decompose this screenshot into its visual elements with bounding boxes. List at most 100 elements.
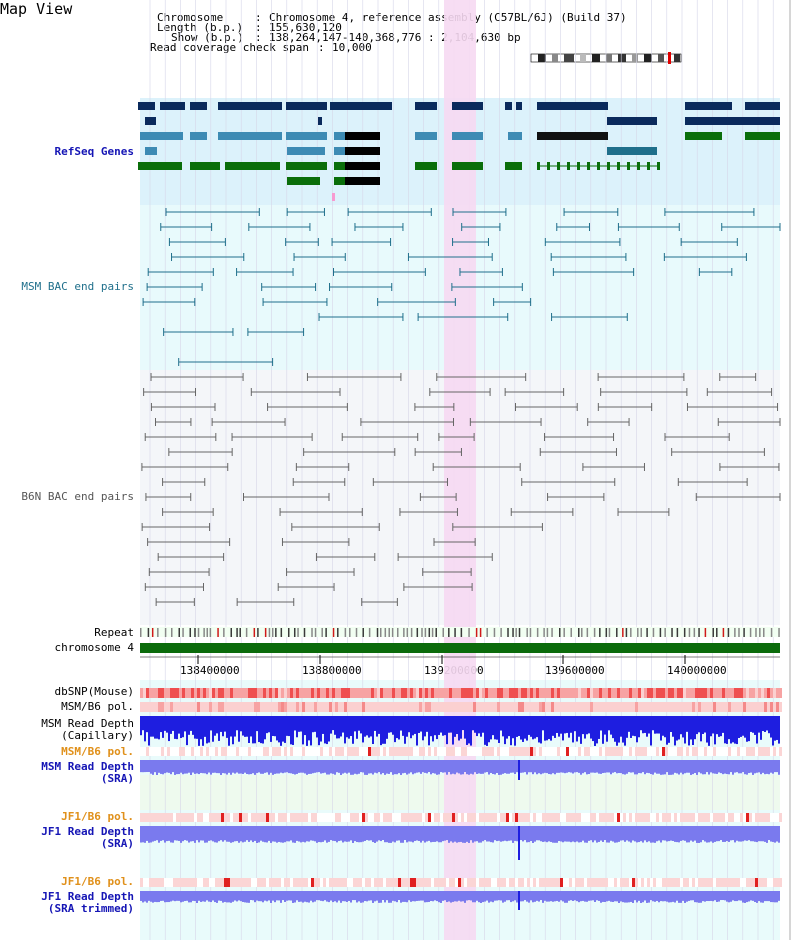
jf1-depth-bar	[524, 826, 526, 841]
msm-read-depth-cap-label-1[interactable]: MSM Read Depth	[41, 717, 134, 730]
jf1-b6-pol-label-1[interactable]: JF1/B6 pol.	[61, 810, 134, 823]
msm-b6-pol2-cell	[185, 747, 188, 756]
repeat-element	[581, 628, 583, 637]
msm-b6-pol-cell	[545, 702, 548, 712]
msm-capillary-depth-bar	[670, 716, 672, 733]
jf1-depth-bar	[180, 826, 182, 843]
msm-capillary-depth-bar	[572, 716, 574, 743]
dbsnp-cell	[617, 688, 620, 698]
msm-read-depth-sra-label-1[interactable]: MSM Read Depth	[41, 760, 134, 773]
gene-exon	[537, 162, 540, 170]
jf1-b6-pol2-cell	[248, 878, 251, 887]
msm-b6-pol2-cell	[371, 747, 374, 756]
jf1-b6-pol2-cell	[749, 878, 752, 887]
repeat-element	[325, 628, 327, 637]
jf1-b6-pol-cell	[179, 813, 182, 822]
dbsnp-cell	[560, 688, 563, 698]
msm-sra-depth-bar	[666, 760, 668, 773]
dbsnp-cell	[236, 688, 239, 698]
msm-sra-depth-bar	[422, 760, 424, 773]
refseq-genes-label[interactable]: RefSeq Genes	[54, 145, 134, 158]
jf1-depth-bar	[366, 826, 368, 841]
jf1-read-depth-trim-label-1[interactable]: JF1 Read Depth	[41, 890, 134, 903]
msm-b6-pol2-cell	[476, 747, 479, 756]
jf1-b6-pol-cell	[314, 813, 317, 822]
msm-b6-pol-cell	[476, 702, 479, 712]
msm-b6-pol2-cell	[176, 747, 179, 756]
msm-sra-depth-bar	[242, 760, 244, 774]
msm-b6-pol2-cell	[419, 747, 422, 756]
msm-b6-pol2-cell	[554, 747, 557, 756]
jf1-b6-pol2-cell	[272, 878, 275, 887]
jf1-b6-pol-cell	[623, 813, 626, 822]
msm-b6-pol-label-2[interactable]: MSM/B6 pol.	[61, 745, 134, 758]
msm-b6-pol-cell	[728, 702, 731, 712]
selection-highlight	[444, 0, 476, 940]
dbsnp-cell	[485, 688, 488, 698]
msm-sra-depth-bar	[732, 760, 734, 775]
jf1-b6-pol-cell	[755, 813, 758, 822]
msm-sra-depth-bar	[360, 760, 362, 773]
jf1-b6-pol-cell	[419, 813, 422, 822]
jf1-trim-depth-bar	[240, 891, 242, 902]
msm-sra-depth-bar	[346, 760, 348, 774]
msm-b6-pol2-cell	[581, 747, 584, 756]
dbsnp-cell	[626, 688, 629, 698]
jf1-b6-pol2-cell	[287, 878, 290, 887]
jf1-b6-pol-cell	[254, 813, 257, 822]
jf1-trim-depth-bar	[206, 891, 208, 901]
jf1-trim-depth-bar	[538, 891, 540, 902]
msm-b6-pol2-cell	[470, 747, 473, 756]
msm-capillary-depth-bar	[602, 716, 604, 744]
dbsnp-label[interactable]: dbSNP(Mouse)	[54, 685, 134, 698]
dbsnp-cell	[533, 688, 536, 698]
jf1-depth-bar	[718, 826, 720, 842]
msm-capillary-depth-bar	[754, 716, 756, 735]
msm-capillary-depth-bar	[758, 716, 760, 733]
jf1-b6-pol-label-2[interactable]: JF1/B6 pol.	[61, 875, 134, 888]
msm-b6-pol-cell	[638, 702, 641, 712]
repeat-element	[640, 628, 642, 637]
jf1-trim-depth-bar	[264, 891, 266, 901]
msm-capillary-depth-bar	[762, 716, 764, 732]
msm-bac-label[interactable]: MSM BAC end pairs	[21, 280, 134, 293]
repeat-element	[599, 628, 601, 637]
jf1-b6-pol2-cell	[719, 878, 722, 887]
b6n-bac-label[interactable]: B6N BAC end pairs	[21, 490, 134, 503]
jf1-trim-depth-bar	[372, 891, 374, 903]
msm-b6-pol2-cell	[524, 747, 527, 756]
jf1-trim-depth-bar	[360, 891, 362, 903]
jf1-trim-depth-bar	[442, 891, 444, 901]
jf1-depth-bar	[746, 826, 748, 841]
msm-b6-pol-cell	[230, 702, 233, 712]
jf1-trim-depth-bar	[692, 891, 694, 901]
msm-sra-depth-bar	[330, 760, 332, 774]
msm-sra-depth-bar	[574, 760, 576, 773]
jf1-trim-depth-bar	[478, 891, 480, 903]
jf1-b6-pol2-cell	[653, 878, 656, 887]
dbsnp-cell	[566, 688, 569, 698]
msm-capillary-depth-bar	[378, 716, 380, 734]
repeat-element	[722, 628, 725, 637]
gene-block	[685, 102, 732, 110]
msm-capillary-depth-bar	[510, 716, 512, 746]
msm-b6-pol2-cell	[623, 747, 626, 756]
msm-b6-pol-cell	[431, 702, 434, 712]
msm-sra-depth-bar	[148, 760, 150, 773]
msm-capillary-depth-bar	[518, 716, 520, 737]
msm-b6-pol2-cell	[572, 747, 575, 756]
msm-capillary-depth-bar	[522, 716, 524, 742]
jf1-depth-bar	[676, 826, 678, 843]
msm-capillary-depth-bar	[716, 716, 718, 735]
msm-sra-depth-bar	[664, 760, 666, 775]
dbsnp-cell	[428, 688, 431, 698]
msm-capillary-depth-bar	[288, 716, 290, 737]
jf1-trim-depth-bar	[308, 891, 310, 903]
msm-capillary-depth-bar	[226, 716, 228, 738]
dbsnp-cell	[467, 688, 470, 698]
msm-b6-pol-label-1[interactable]: MSM/B6 pol.	[61, 700, 134, 713]
jf1-trim-depth-bar	[146, 891, 148, 903]
jf1-read-depth-label-1[interactable]: JF1 Read Depth	[41, 825, 134, 838]
dbsnp-cell	[680, 688, 683, 698]
